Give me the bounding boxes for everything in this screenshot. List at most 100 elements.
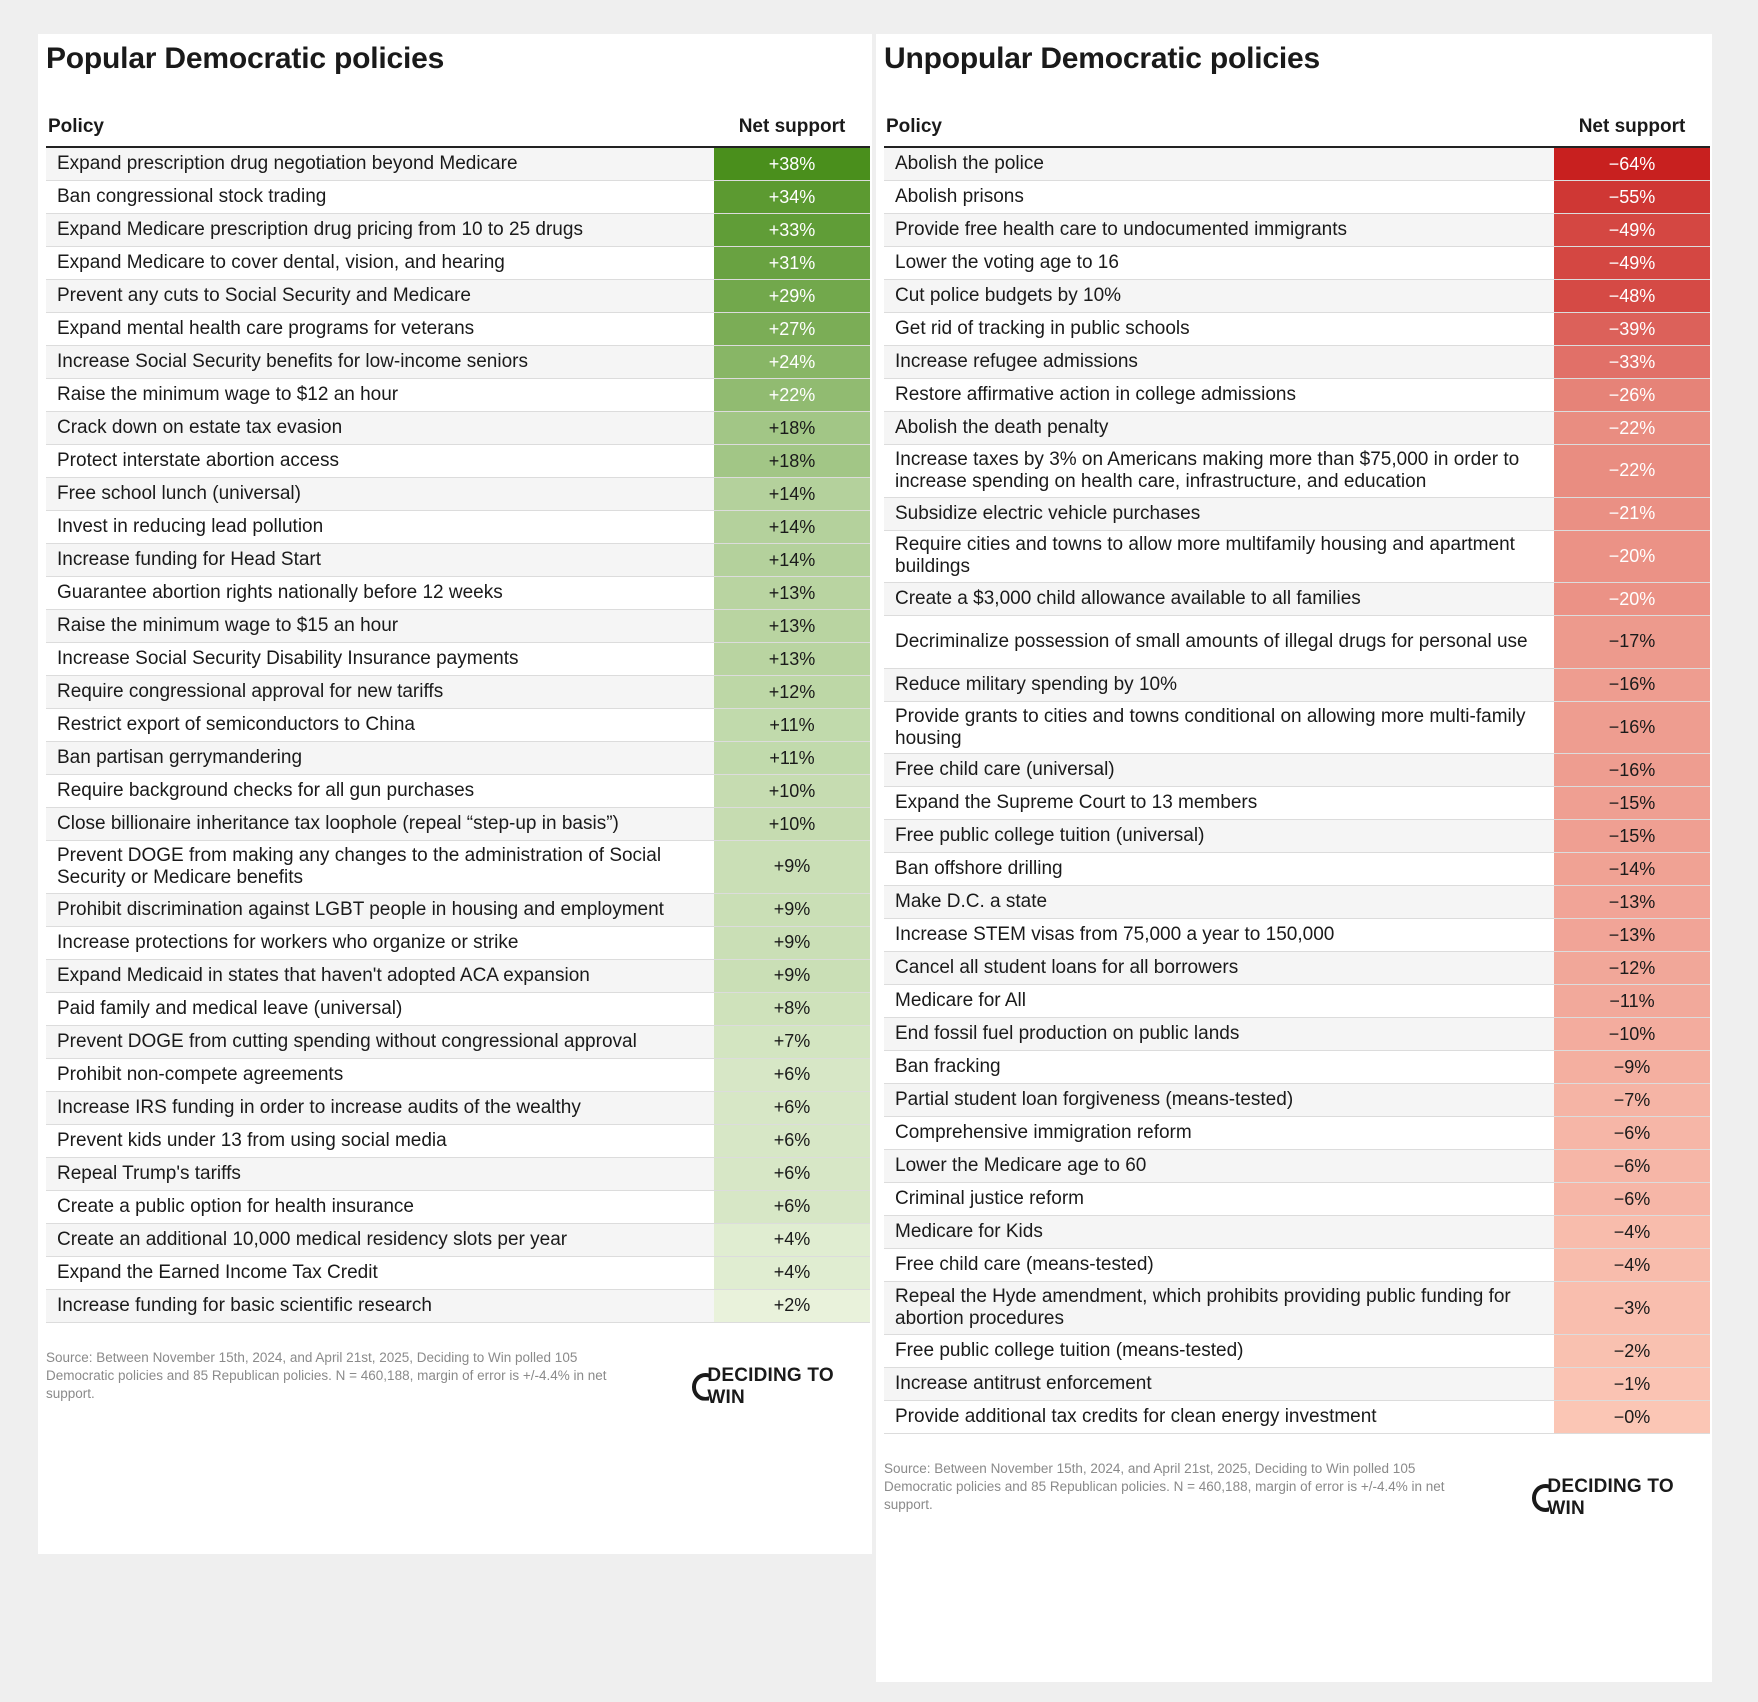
net-support-cell: −64% [1554, 148, 1710, 180]
table-row: Prohibit discrimination against LGBT peo… [46, 893, 870, 927]
table-row: Increase protections for workers who org… [46, 926, 870, 960]
policy-cell: Increase refugee admissions [884, 346, 1554, 378]
table-row: Close billionaire inheritance tax loopho… [46, 808, 870, 841]
policy-cell: Crack down on estate tax evasion [46, 412, 714, 444]
net-support-cell: +38% [714, 148, 870, 180]
policy-cell: Prohibit non-compete agreements [57, 1063, 344, 1085]
policy-cell: Restore affirmative action in college ad… [895, 384, 1296, 405]
policy-cell: Require background checks for all gun pu… [57, 780, 475, 801]
table-row: Increase funding for Head Start +14% [46, 544, 870, 577]
table-row: Make D.C. a state −13% [884, 886, 1710, 920]
policy-cell: Restrict export of semiconductors to Chi… [57, 714, 415, 735]
table-row: Prevent DOGE from making any changes to … [46, 841, 870, 894]
net-support-cell: −22% [1554, 445, 1710, 497]
policy-cell: Subsidize electric vehicle purchases [884, 497, 1554, 530]
policy-cell: Ban fracking [895, 1056, 1001, 1078]
table-row: Ban fracking −9% [884, 1051, 1710, 1085]
policy-cell: Close billionaire inheritance tax loopho… [46, 808, 714, 840]
table-row: Raise the minimum wage to $12 an hour +22… [46, 379, 870, 412]
net-support-column-header: Net support [1578, 116, 1686, 137]
source-note: Source: Between November 15th, 2024, and… [884, 1461, 1445, 1512]
policy-cell: Require congressional approval for new t… [46, 676, 714, 708]
net-support-cell: +6% [714, 1157, 870, 1190]
table-row: Ban congressional stock trading +34% [46, 181, 870, 214]
popular-title: Popular Democratic policies [46, 42, 445, 75]
net-support-cell: −11% [1554, 985, 1710, 1018]
table-row: Partial student loan forgiveness (means-… [884, 1084, 1710, 1118]
net-support-cell: −15% [1554, 787, 1710, 820]
net-support-cell: −21% [1554, 497, 1710, 530]
policy-cell: Create a public option for health insura… [57, 1195, 415, 1217]
policy-cell: Criminal justice reform [895, 1188, 1084, 1210]
net-support-cell: +11% [714, 742, 870, 774]
net-support-cell: −16% [1554, 701, 1710, 754]
policy-cell: Guarantee abortion rights nationally bef… [57, 582, 503, 603]
table-row: Reduce military spending by 10% −16% [884, 668, 1710, 702]
table-row: Create a $3,000 child allowance availabl… [884, 583, 1710, 617]
table-row: Expand prescription drug negotiation bey… [46, 148, 870, 181]
table-row: Protect interstate abortion access +18% [46, 445, 870, 478]
net-support-cell: +22% [714, 379, 870, 411]
policy-cell: Free school lunch (universal) [46, 478, 714, 510]
net-support-cell: −9% [1554, 1051, 1710, 1084]
policy-cell: Repeal the Hyde amendment, which prohibi… [884, 1282, 1554, 1334]
net-support-cell: −4% [1554, 1216, 1710, 1249]
policy-cell: Cancel all student loans for all borrowe… [884, 952, 1554, 985]
net-support-cell: −49% [1554, 247, 1710, 279]
table-row: Increase STEM visas from 75,000 a year t… [884, 919, 1710, 953]
net-support-cell: +9% [714, 893, 870, 926]
net-support-cell: +31% [714, 247, 870, 279]
policy-cell: Free public college tuition (means-teste… [895, 1340, 1244, 1361]
net-support-cell: −39% [1554, 313, 1710, 345]
unpopular-policies-panel: Unpopular Democratic policies Policy Net… [876, 34, 1712, 1682]
net-support-cell: +14% [714, 511, 870, 543]
policy-cell: Expand mental health care programs for v… [57, 318, 475, 339]
table-row: Require background checks for all gun pu… [46, 775, 870, 808]
policy-cell: Prevent kids under 13 from using social … [57, 1129, 447, 1151]
net-support-cell: +9% [714, 959, 870, 992]
policy-cell: Free child care (means-tested) [895, 1254, 1154, 1276]
net-support-cell: −17% [1554, 616, 1710, 668]
policy-cell: Medicare for Kids [884, 1216, 1554, 1249]
net-support-cell: +4% [714, 1223, 870, 1256]
table-row: Paid family and medical leave (universal… [46, 992, 870, 1026]
policy-cell: Abolish the police [884, 148, 1554, 180]
policy-cell: Increase taxes by 3% on Americans making… [895, 448, 1520, 492]
table-row: Free school lunch (universal) +14% [46, 478, 870, 511]
table-row: Require cities and towns to allow more m… [884, 530, 1710, 584]
net-support-cell: +6% [714, 1091, 870, 1124]
policy-cell: Create a $3,000 child allowance availabl… [884, 583, 1554, 616]
net-support-cell: +9% [714, 841, 870, 893]
net-support-cell: +2% [714, 1289, 870, 1322]
table-row: Free child care (means-tested) −4% [884, 1249, 1710, 1283]
net-support-cell: −16% [1554, 668, 1710, 701]
policy-cell: Expand Medicare to cover dental, vision,… [57, 252, 505, 273]
policy-cell: Expand Medicaid in states that haven't a… [46, 959, 714, 992]
policy-cell: Free child care (universal) [884, 754, 1554, 787]
policy-cell: Increase Social Security Disability Insu… [57, 648, 519, 669]
policy-cell: Increase protections for workers who org… [57, 931, 519, 953]
net-support-cell: −16% [1554, 754, 1710, 787]
policy-cell: Lower the voting age to 16 [895, 252, 1119, 273]
policy-cell: Expand Medicare prescription drug pricin… [46, 214, 714, 246]
net-support-cell: −1% [1554, 1368, 1710, 1400]
net-support-cell: −0% [1554, 1401, 1710, 1433]
policy-cell: Lower the Medicare age to 60 [884, 1150, 1554, 1183]
table-row: Expand mental health care programs for v… [46, 313, 870, 346]
net-support-cell: −10% [1554, 1018, 1710, 1051]
net-support-cell: −48% [1554, 280, 1710, 312]
table-row: Expand Medicare to cover dental, vision,… [46, 247, 870, 280]
policy-cell: Prohibit discrimination against LGBT peo… [46, 893, 714, 926]
table-row: Require congressional approval for new t… [46, 676, 870, 709]
table-row: Increase Social Security benefits for lo… [46, 346, 870, 379]
policy-cell: Increase IRS funding in order to increas… [46, 1091, 714, 1124]
net-support-cell: +6% [714, 1124, 870, 1157]
policy-cell: Raise the minimum wage to $15 an hour [46, 610, 714, 642]
table-row: Increase Social Security Disability Insu… [46, 643, 870, 676]
net-support-cell: −15% [1554, 820, 1710, 853]
policy-cell: Raise the minimum wage to $12 an hour [57, 384, 399, 405]
net-support-cell: +13% [714, 643, 870, 675]
policy-cell: Abolish prisons [895, 186, 1024, 207]
policy-cell: Increase funding for Head Start [46, 544, 714, 576]
net-support-cell: +11% [714, 709, 870, 741]
